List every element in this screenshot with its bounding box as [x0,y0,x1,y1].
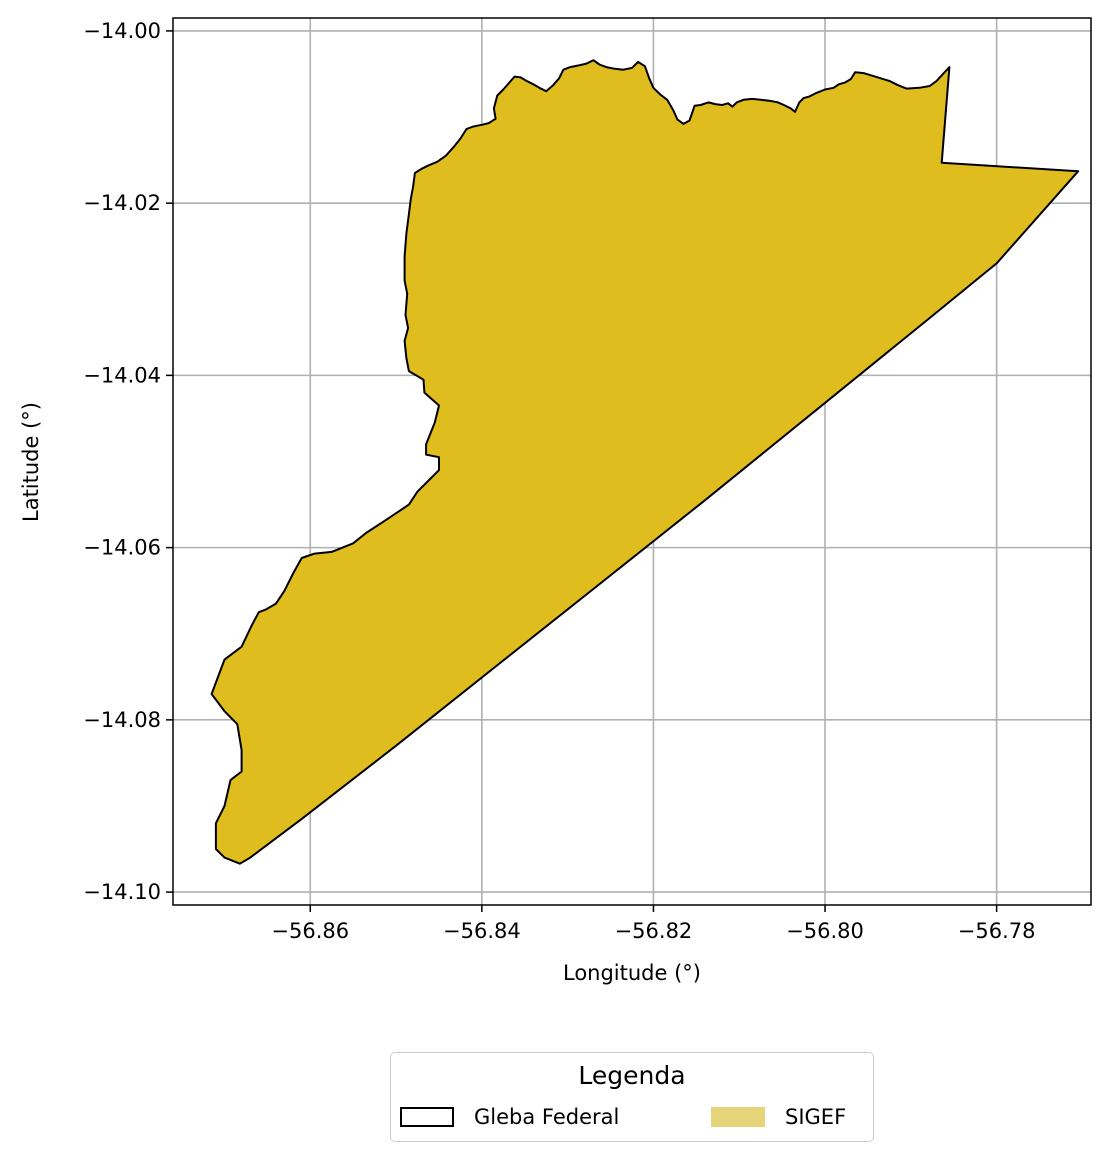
legend: Legenda Gleba Federal SIGEF [390,1052,874,1142]
x-axis-label: Longitude (°) [563,961,701,985]
axis-ticks: −56.86 −56.84 −56.82 −56.80 −56.78 −14.00 −14.… [83,19,1035,943]
y-tick-label: −14.02 [83,191,161,215]
polygon-layer [210,59,1080,865]
legend-label-gleba-federal: Gleba Federal [474,1105,620,1129]
legend-swatch-sigef [711,1107,765,1127]
plot-frame [172,17,1092,906]
y-axis-label: Latitude (°) [19,402,43,522]
x-tick-label: −56.78 [958,919,1036,943]
y-tick-label: −14.06 [83,536,161,560]
y-tick-label: −14.04 [83,363,161,387]
legend-swatch-gleba-federal [400,1107,454,1127]
x-tick-label: −56.80 [786,919,864,943]
sigef-polygon [210,59,1080,865]
x-tick-label: −56.84 [443,919,521,943]
legend-item-gleba-federal: Gleba Federal [400,1105,619,1129]
legend-item-sigef: SIGEF [711,1105,846,1129]
x-tick-label: −56.82 [615,919,693,943]
map-plot: −56.86 −56.84 −56.82 −56.80 −56.78 −14.00 −14.… [19,17,1092,985]
legend-label-sigef: SIGEF [785,1105,847,1129]
y-tick-label: −14.08 [83,708,161,732]
x-tick-label: −56.86 [271,919,349,943]
y-tick-label: −14.00 [83,19,161,43]
y-tick-label: −14.10 [83,880,161,904]
legend-title: Legenda [578,1061,686,1090]
